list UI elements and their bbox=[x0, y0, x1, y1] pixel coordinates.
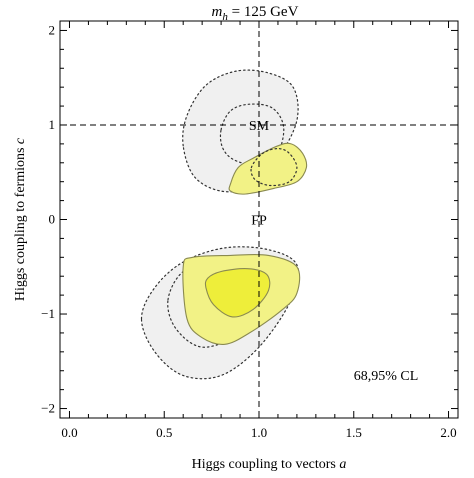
y-axis-label-text: Higgs coupling to fermions bbox=[13, 144, 28, 301]
point-label-fp: FP bbox=[251, 214, 267, 229]
y-axis-label-var: c bbox=[13, 137, 28, 144]
y-tick-label: −2 bbox=[41, 401, 55, 416]
y-tick-label: 2 bbox=[49, 22, 56, 37]
x-axis-label-text: Higgs coupling to vectors bbox=[192, 457, 340, 472]
y-tick-label: −1 bbox=[41, 306, 55, 321]
title-var: m bbox=[212, 4, 223, 20]
x-axis-label-var: a bbox=[339, 457, 346, 472]
y-axis-label: Higgs coupling to fermions c bbox=[13, 137, 28, 301]
region-lower-yellow-68 bbox=[204, 268, 271, 318]
confidence-regions bbox=[140, 69, 308, 380]
region-upper-fp-95 bbox=[228, 142, 308, 195]
axis-ticks: 0.0 0.5 1.0 1.5 2.0 −2 −1 0 1 2 bbox=[41, 21, 458, 440]
reference-lines bbox=[60, 21, 458, 418]
title-suffix: = 125 GeV bbox=[228, 4, 299, 20]
region-upper-fp-68-dotted bbox=[250, 147, 298, 187]
point-labels: SM FP bbox=[249, 119, 270, 229]
x-tick-label: 2.0 bbox=[440, 425, 456, 440]
x-axis-label: Higgs coupling to vectors a bbox=[192, 457, 347, 472]
x-tick-label: 1.0 bbox=[251, 425, 267, 440]
x-tick-label: 0.5 bbox=[156, 425, 172, 440]
chart-title: mh = 125 GeV bbox=[212, 4, 299, 23]
cl-annotation: 68,95% CL bbox=[354, 369, 419, 384]
x-tick-label: 0.0 bbox=[61, 425, 77, 440]
title-subscript: h bbox=[222, 11, 228, 23]
x-tick-label: 1.5 bbox=[346, 425, 362, 440]
point-label-sm: SM bbox=[249, 119, 270, 134]
y-tick-label: 1 bbox=[49, 117, 56, 132]
y-tick-label: 0 bbox=[49, 212, 56, 227]
region-upper-inner-68 bbox=[219, 103, 285, 167]
